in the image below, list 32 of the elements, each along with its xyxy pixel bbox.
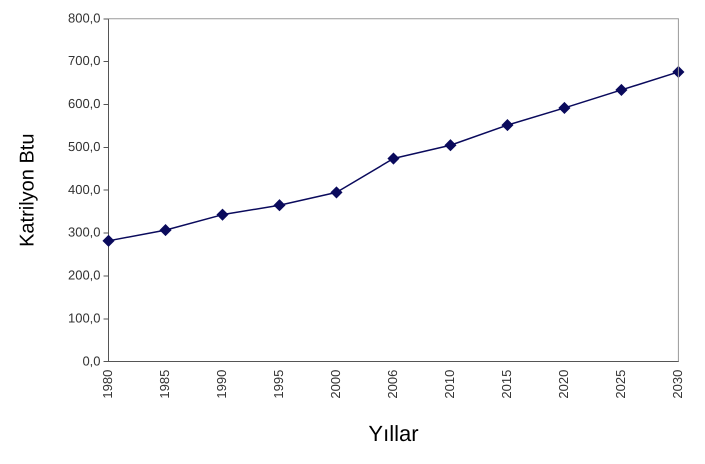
point	[160, 224, 172, 236]
y-tick-label: 500,0	[68, 138, 101, 154]
y-tick-label: 800,0	[68, 10, 101, 26]
y-tick-label: 400,0	[68, 182, 101, 197]
x-tick-label: 2006	[385, 370, 400, 399]
y-tick-label: 0,0	[82, 353, 101, 368]
x-tick-label: 1980	[100, 370, 116, 399]
y-tick-label: 600,0	[68, 96, 101, 112]
point	[388, 152, 400, 164]
x-tick-label: 2015	[499, 370, 514, 399]
point	[558, 102, 570, 114]
x-tick-label: 1985	[157, 370, 172, 399]
point	[444, 139, 456, 151]
y-tick-label: 700,0	[68, 53, 101, 68]
x-axis-title: Yıllar	[368, 420, 419, 446]
point	[102, 235, 114, 247]
point	[502, 119, 514, 131]
point	[330, 186, 342, 198]
y-tick-label: 200,0	[68, 268, 101, 283]
x-tick-label: 2025	[612, 370, 628, 399]
x-tick-label: 2020	[556, 370, 572, 399]
x-tick-label: 1995	[271, 370, 286, 399]
x-tick-label: 2000	[328, 370, 344, 399]
x-tick-label: 1990	[214, 370, 230, 399]
y-tick-label: 100,0	[68, 310, 101, 326]
y-tick-label: 300,0	[68, 224, 101, 240]
x-tick-label: 2030	[670, 370, 685, 399]
point	[274, 199, 286, 211]
point	[216, 208, 228, 220]
point	[616, 84, 628, 96]
y-axis-title: Katrilyon Btu	[16, 134, 39, 247]
x-tick-label: 2010	[442, 370, 458, 399]
